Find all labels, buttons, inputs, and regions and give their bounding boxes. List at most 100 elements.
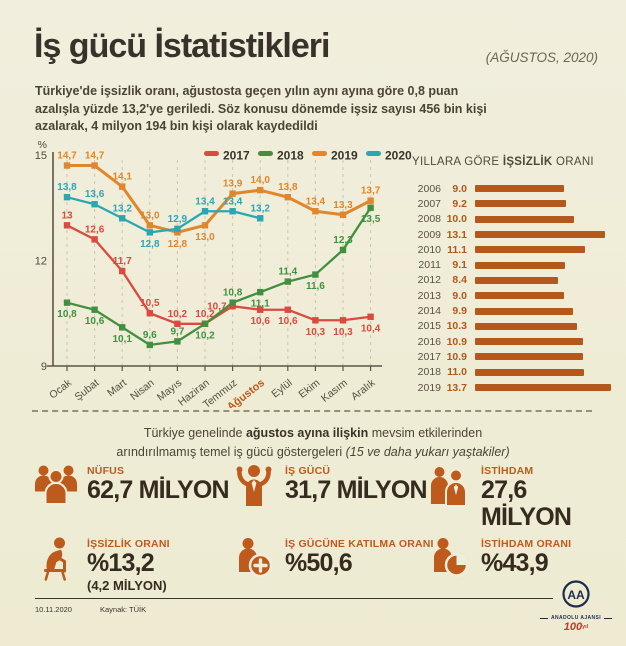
stat-text: İŞ GÜCÜ 31,7 MİLYON	[285, 462, 428, 504]
bar-rows: 2006 9.0 2007 9.2 2008 10.0 2009 13.1 2010 11.1 20…	[412, 181, 614, 395]
legend-swatch-2018	[258, 151, 273, 156]
data-point	[119, 324, 126, 331]
employment-icon	[427, 462, 473, 508]
stat-value: %50,6	[285, 549, 353, 577]
bar-year-label: 2012	[417, 274, 441, 287]
bar-value-label: 13.7	[446, 381, 467, 394]
bar-year-label: 2013	[417, 289, 441, 302]
series-line	[66, 207, 372, 347]
bar-track	[475, 185, 614, 193]
data-label: 13,8	[278, 182, 298, 193]
bar-row: 2006 9.0	[412, 181, 614, 196]
data-label: 12,9	[168, 214, 188, 225]
stat-value: %13,2	[87, 549, 155, 577]
bar-year-label: 2009	[417, 228, 441, 241]
series-line	[66, 196, 261, 234]
stat-label: NÜFUS	[87, 465, 125, 477]
stat-value: %43,9	[481, 549, 549, 577]
yearly-unemployment-bar-chart: YILLARA GÖRE İŞSİZLİK ORANI 2006 9.0 2007 9…	[412, 156, 614, 395]
data-point	[284, 193, 291, 201]
data-label: 11,1	[251, 299, 270, 310]
key-figures-grid: NÜFUS 62,7 MİLYON İŞ GÜCÜ 31,7 MİLYON İSTİHD…	[33, 462, 615, 593]
stat-label: İSTİHDAM	[481, 465, 534, 477]
stat-text: İSTİHDAM 27,6 MİLYON	[481, 462, 615, 531]
data-point	[257, 288, 264, 296]
bar-value-label: 11.0	[447, 366, 467, 379]
legend-label-2017: 2017	[223, 149, 250, 163]
data-label: 13	[61, 210, 73, 221]
data-point	[312, 317, 319, 324]
bar-value-label: 13.1	[446, 228, 467, 241]
footnote-line-2: arındırılmamış temel iş gücü göstergeler…	[116, 444, 510, 459]
data-point	[257, 306, 264, 313]
stat-unemployment-rate: İŞSİZLİK ORANI %13,2 (4,2 MİLYON)	[33, 535, 231, 593]
bar-year-label: 2017	[417, 350, 441, 363]
bar-row: 2008 10.0	[412, 212, 614, 227]
data-label: 14,7	[85, 151, 105, 162]
bar	[475, 231, 606, 239]
data-label: 10,6	[278, 316, 298, 327]
data-point	[229, 208, 236, 215]
data-point	[63, 299, 71, 306]
data-label: 10,2	[168, 309, 188, 320]
data-point	[146, 310, 153, 317]
data-label: 13,3	[333, 200, 353, 211]
page-title: İş gücü İstatistikleri	[34, 27, 330, 65]
data-label: 12,3	[333, 235, 353, 246]
bar-row: 2009 13.1	[412, 227, 614, 242]
data-point	[91, 236, 98, 243]
bar-value-label: 10.9	[446, 350, 467, 363]
stat-value: 27,6 MİLYON	[481, 476, 572, 531]
data-label: 9,6	[143, 330, 157, 341]
bar	[475, 322, 578, 330]
summary-text: Türkiye'de işsizlik oranı, ağustosta geç…	[35, 84, 487, 133]
stat-value: 62,7 MİLYON	[87, 476, 230, 504]
data-label: 10,4	[361, 323, 381, 334]
data-label: 14,1	[112, 172, 132, 183]
data-label: 11,4	[278, 267, 297, 278]
bar	[475, 276, 559, 284]
series-line	[67, 164, 372, 234]
data-label: 12,8	[168, 239, 188, 250]
bar-value-label: 10.3	[446, 320, 467, 333]
data-point	[63, 162, 71, 169]
bar-row: 2011 9.1	[412, 257, 614, 272]
bar-chart-title: YILLARA GÖRE İŞSİZLİK ORANI	[412, 156, 594, 168]
data-label: 10,2	[195, 330, 215, 341]
bar-year-label: 2007	[417, 197, 441, 210]
footer-rule	[35, 598, 553, 599]
series-2018: 10,8 10,6 10,1 9,6 9,7 10,2 10,8 11,1 11,4 11,6 12…	[57, 204, 381, 349]
bar-track	[475, 368, 614, 376]
bar-value-label: 8.4	[452, 274, 467, 287]
bar-track	[475, 215, 614, 223]
footnote-line-1: Türkiye genelinde ağustos ayına ilişkin …	[143, 426, 483, 440]
data-point	[339, 317, 347, 324]
bar	[475, 338, 584, 346]
legend-swatch-2020	[366, 151, 381, 156]
bar-year-label: 2014	[417, 305, 441, 318]
stat-label: İŞ GÜCÜ	[285, 465, 331, 477]
data-point	[367, 204, 374, 211]
bar-row: 2015 10.3	[412, 319, 614, 334]
month-label: Ekim	[296, 377, 322, 401]
anniversary-mark: 100yıl	[563, 621, 589, 633]
bar-track	[475, 276, 614, 284]
svg-text:AA: AA	[567, 588, 585, 602]
bar-track	[475, 200, 614, 208]
month-label: Eylül	[269, 377, 294, 400]
bar	[475, 215, 575, 223]
bar-value-label: 9.1	[452, 259, 467, 272]
data-point	[119, 267, 126, 275]
bar-track	[475, 292, 614, 300]
data-label: 13,5	[361, 214, 381, 225]
bar	[475, 353, 584, 361]
data-point	[119, 215, 126, 222]
stat-text: NÜFUS 62,7 MİLYON	[87, 462, 230, 504]
bar-track	[475, 231, 614, 239]
bar-track	[475, 246, 614, 254]
series-2020: 13,8 13,6 13,2 12,8 12,9 13,4 13,4 13,2	[57, 182, 270, 250]
bar-row: 2010 11.1	[412, 242, 614, 257]
stat-text: İŞSİZLİK ORANI %13,2 (4,2 MİLYON)	[87, 535, 170, 593]
data-label: 10,5	[140, 298, 160, 309]
